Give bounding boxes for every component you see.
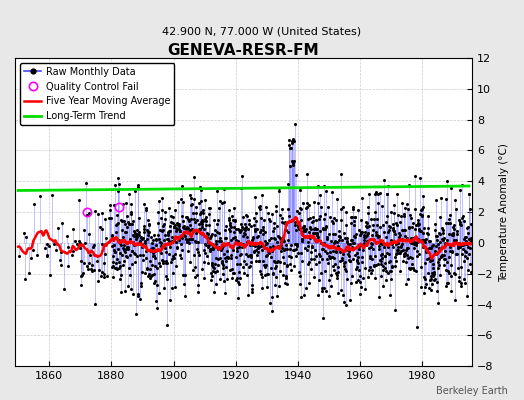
Y-axis label: Temperature Anomaly (°C): Temperature Anomaly (°C) xyxy=(499,143,509,282)
Text: Berkeley Earth: Berkeley Earth xyxy=(436,386,508,396)
Title: GENEVA-RESR-FM: GENEVA-RESR-FM xyxy=(168,43,319,58)
Legend: Raw Monthly Data, Quality Control Fail, Five Year Moving Average, Long-Term Tren: Raw Monthly Data, Quality Control Fail, … xyxy=(20,63,174,125)
Text: 42.900 N, 77.000 W (United States): 42.900 N, 77.000 W (United States) xyxy=(162,26,362,36)
